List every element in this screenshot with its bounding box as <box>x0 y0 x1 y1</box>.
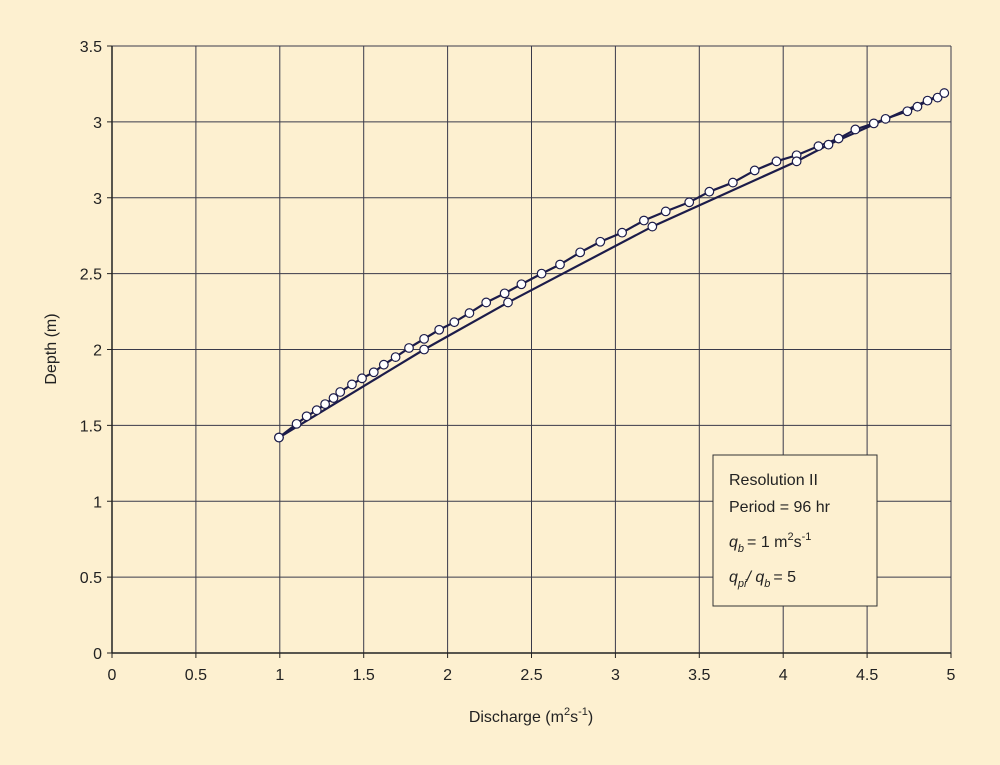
data-point <box>868 118 879 129</box>
data-point <box>301 411 312 422</box>
data-point <box>335 387 346 397</box>
y-tick-label: 2 <box>93 343 102 360</box>
data-point <box>704 186 715 197</box>
x-tick-label: 0.5 <box>185 667 207 684</box>
x-label-part: ) <box>588 709 593 726</box>
data-point <box>912 101 923 112</box>
annotation: qpi/ qb = 5 <box>729 569 796 590</box>
annotation: Resolution II <box>729 472 818 489</box>
y-tick-label: 3.5 <box>80 39 102 56</box>
x-label-sup: -1 <box>578 706 588 718</box>
x-tick-label: 0 <box>108 667 117 684</box>
x-tick-label: 1.5 <box>353 667 375 684</box>
data-point <box>347 379 357 390</box>
annotation-text: Period = 96 hr <box>729 499 831 516</box>
data-point <box>536 268 547 279</box>
data-point <box>390 352 401 362</box>
data-point <box>823 139 834 150</box>
y-tick-label: 3 <box>93 115 102 132</box>
data-point <box>419 344 430 355</box>
data-point <box>684 197 695 208</box>
annotation-text: q <box>729 534 738 551</box>
data-point <box>813 141 824 152</box>
data-point <box>727 177 738 188</box>
y-tick-label: 3 <box>93 191 102 208</box>
data-point <box>660 206 671 217</box>
x-label-part: Discharge (m <box>469 709 564 726</box>
data-point <box>880 113 891 124</box>
data-point <box>833 133 844 144</box>
data-point <box>771 156 782 167</box>
data-point <box>499 288 510 299</box>
data-point <box>434 324 445 335</box>
annotation-text: s <box>794 534 802 551</box>
data-point <box>274 432 284 443</box>
x-tick-label: 3 <box>611 667 620 684</box>
annotation-sup: 2 <box>788 531 794 543</box>
data-point <box>647 221 658 232</box>
x-tick-label: 5 <box>947 667 956 684</box>
data-point <box>617 227 628 238</box>
data-point <box>850 124 861 135</box>
data-point <box>328 393 339 403</box>
y-tick-label: 0.5 <box>80 570 102 587</box>
x-tick-label: 2.5 <box>520 667 542 684</box>
data-point <box>291 418 302 429</box>
data-point <box>555 259 565 270</box>
data-point <box>311 405 322 416</box>
data-point <box>939 88 950 98</box>
x-tick-label: 3.5 <box>688 667 710 684</box>
x-label-sup: 2 <box>564 706 570 718</box>
annotation-sup: -1 <box>802 531 812 543</box>
x-axis-label: Discharge (m2s-1) <box>469 706 593 726</box>
data-point <box>902 106 913 117</box>
data-point <box>481 297 492 308</box>
x-tick-label: 4.5 <box>856 667 878 684</box>
data-point <box>320 399 331 410</box>
data-point <box>595 236 606 247</box>
x-tick-label: 1 <box>275 667 284 684</box>
annotation-box <box>712 454 878 607</box>
x-label-part: s <box>570 709 578 726</box>
data-point <box>639 215 649 226</box>
annotation: Period = 96 hr <box>729 499 831 516</box>
data-point <box>449 317 460 328</box>
y-tick-label: 1.5 <box>80 418 102 435</box>
y-tick-label: 2.5 <box>80 267 102 284</box>
annotation-sub: pi <box>737 578 747 590</box>
annotation-text: / q <box>745 569 764 586</box>
annotation-text: q <box>729 569 738 586</box>
annotation-text: = 1 m <box>747 534 787 551</box>
y-tick-label: 1 <box>93 494 102 511</box>
data-point <box>464 308 475 318</box>
data-point <box>922 95 933 106</box>
data-point <box>575 247 586 258</box>
x-tick-label: 4 <box>779 667 788 684</box>
data-point <box>419 333 430 344</box>
data-point <box>932 92 943 103</box>
data-point <box>368 367 379 378</box>
annotation-text: = 5 <box>773 569 796 586</box>
annotation-text: Resolution II <box>729 472 818 489</box>
data-point <box>791 156 802 167</box>
data-point <box>749 165 760 176</box>
data-point <box>516 279 527 290</box>
y-axis-label: Depth (m) <box>43 313 60 384</box>
data-point <box>503 297 513 308</box>
annotation-sub: b <box>738 543 744 555</box>
data-point <box>357 373 367 384</box>
annotation-sub: b <box>764 578 770 590</box>
data-point <box>378 359 389 370</box>
data-point <box>404 343 414 353</box>
annotation: qb = 1 m2s-1 <box>729 531 811 555</box>
y-tick-label: 0 <box>93 646 102 663</box>
x-tick-label: 2 <box>443 667 452 684</box>
